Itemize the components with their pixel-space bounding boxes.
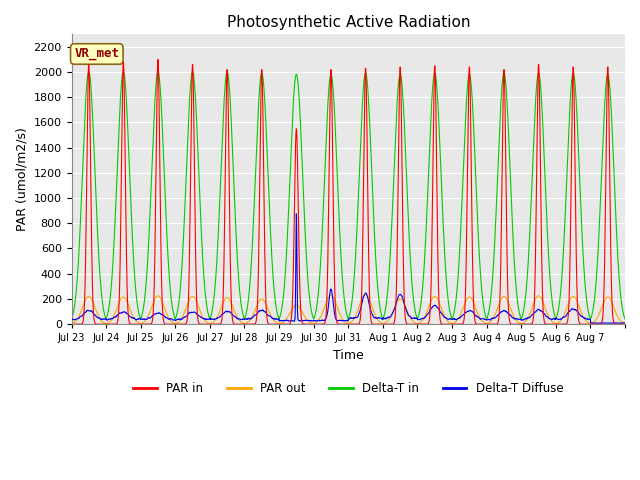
X-axis label: Time: Time	[333, 349, 364, 362]
Text: VR_met: VR_met	[74, 48, 119, 60]
Title: Photosynthetic Active Radiation: Photosynthetic Active Radiation	[227, 15, 470, 30]
Y-axis label: PAR (umol/m2/s): PAR (umol/m2/s)	[15, 127, 28, 231]
Legend: PAR in, PAR out, Delta-T in, Delta-T Diffuse: PAR in, PAR out, Delta-T in, Delta-T Dif…	[129, 377, 568, 399]
